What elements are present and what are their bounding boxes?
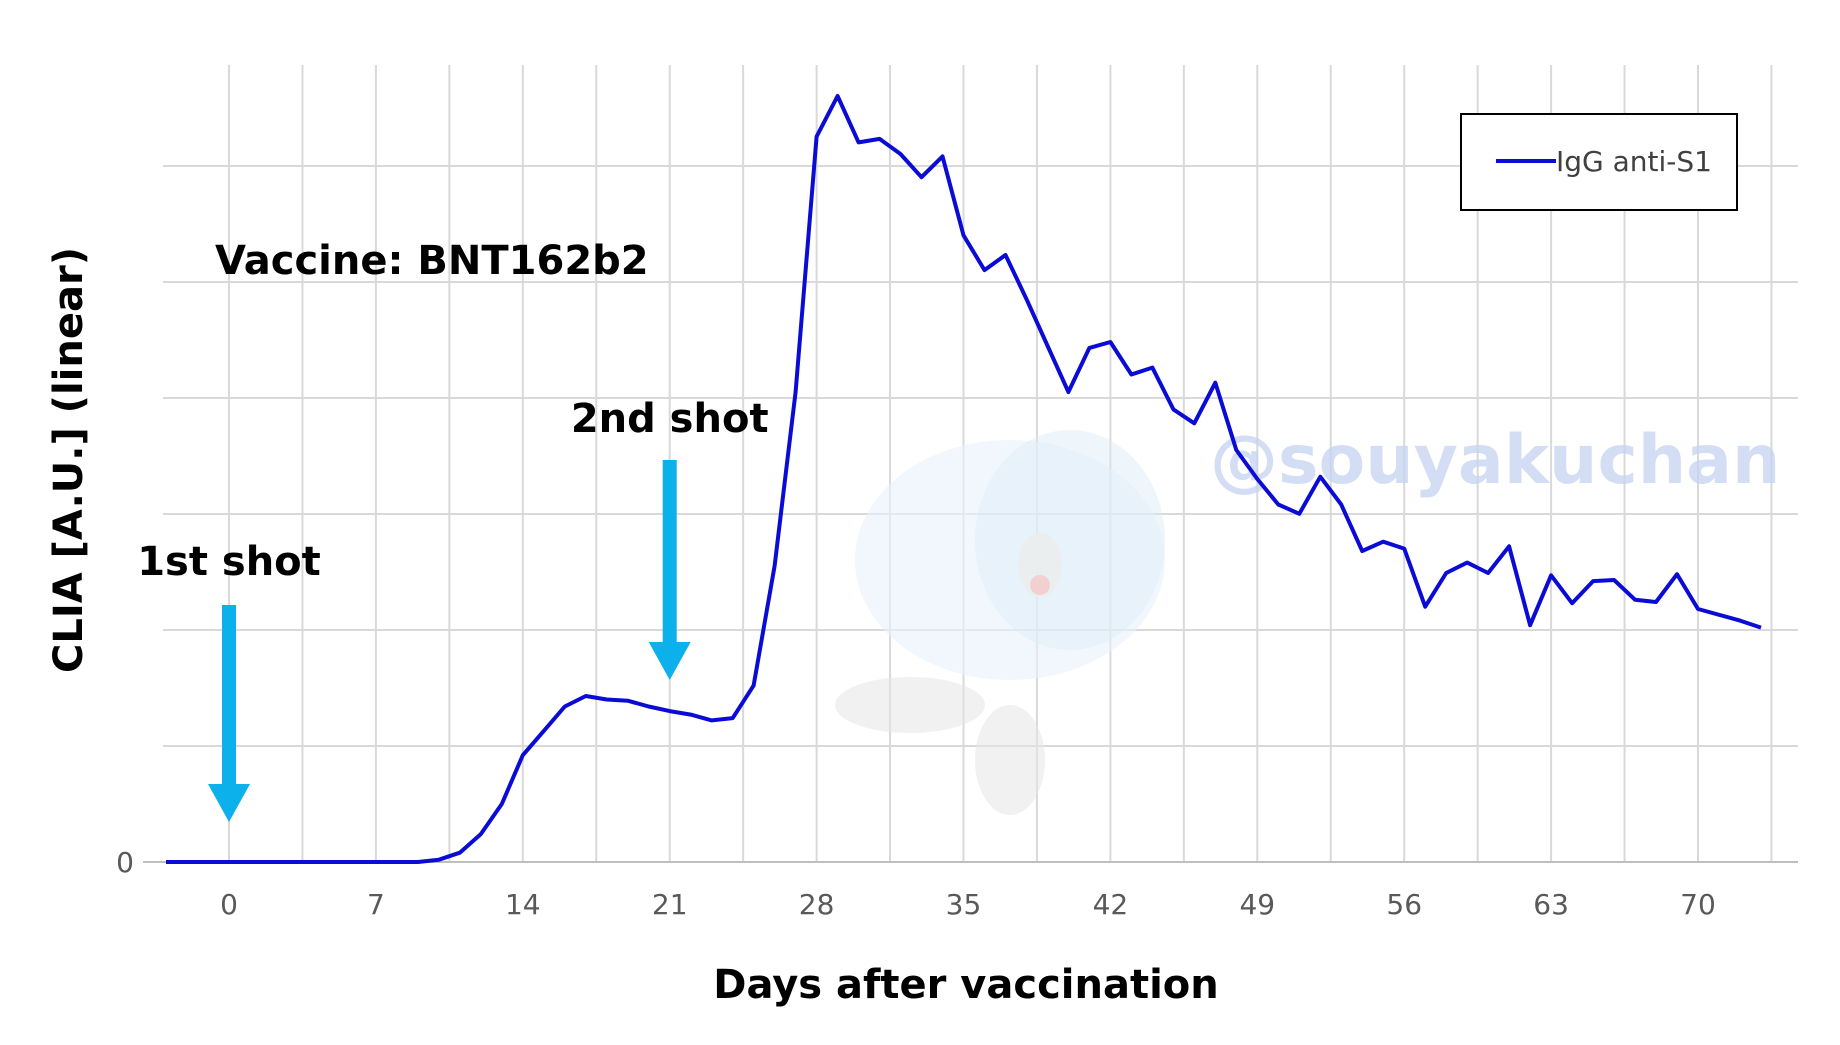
x-tick-label: 56 <box>1386 888 1422 921</box>
y-axis-title: CLIA [A.U.] (linear) <box>46 247 92 673</box>
series-layer <box>166 94 1762 864</box>
annotation-label: 2nd shot <box>571 396 769 442</box>
x-tick-label: 35 <box>946 888 982 921</box>
annotation-arrow-head <box>208 784 250 822</box>
x-tick-label: 21 <box>652 888 688 921</box>
annotations: 1st shot 2nd shot <box>137 396 769 822</box>
annotation-arrow-shaft <box>662 460 677 642</box>
annotation-arrow-head <box>648 642 691 680</box>
watermark-mascot <box>835 430 1165 815</box>
legend[interactable]: IgG anti-S1 <box>1460 113 1738 211</box>
x-tick-label: 7 <box>367 888 385 921</box>
annotation-label: 1st shot <box>137 539 321 585</box>
x-tick-label: 49 <box>1239 888 1275 921</box>
x-tick-label: 70 <box>1680 888 1716 921</box>
x-tick-label: 42 <box>1093 888 1129 921</box>
x-axis-title: Days after vaccination <box>713 962 1219 1008</box>
x-tick-label: 14 <box>505 888 541 921</box>
y-tick-label: 0 <box>116 846 134 879</box>
x-tick-label: 28 <box>799 888 835 921</box>
annotation-arrow-shaft <box>222 605 236 784</box>
series-line-igg-anti-s1 <box>166 94 1762 864</box>
legend-label: IgG anti-S1 <box>1556 145 1712 178</box>
x-tick-label: 0 <box>220 888 238 921</box>
vaccine-label: Vaccine: BNT162b2 <box>215 238 649 284</box>
y-axis-ticks: 0 <box>116 846 134 879</box>
x-tick-label: 63 <box>1533 888 1569 921</box>
watermark-text: @souyakuchan <box>1210 421 1780 500</box>
x-axis-ticks: 0 7 14 21 28 35 42 49 56 63 70 <box>220 888 1716 921</box>
